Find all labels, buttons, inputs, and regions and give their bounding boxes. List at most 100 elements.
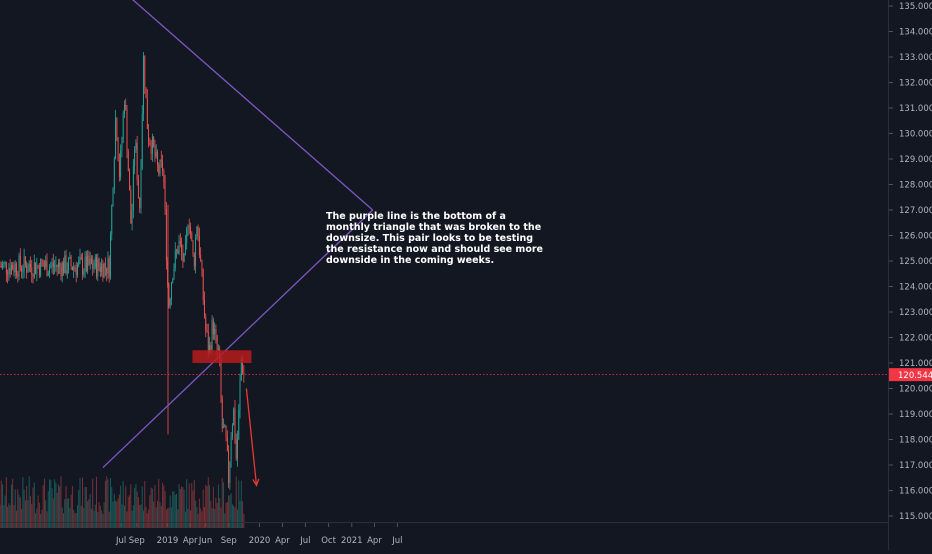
volume-bar [82,477,83,528]
volume-bar [214,509,215,528]
volume-bar [88,499,89,528]
annotation-note-box[interactable]: The purple line is the bottom of a month… [326,211,546,271]
candle-body [48,273,49,276]
volume-bar [186,479,187,528]
candle-body [236,440,237,459]
candle-body [109,258,110,277]
candle-body [133,166,134,210]
candle-body [31,267,32,275]
volume-bar [85,487,86,528]
time-tick-label: Sep [129,536,145,546]
candle-body [196,227,197,239]
candle-body [91,259,92,264]
volume-bar [156,507,157,528]
candle-body [64,256,65,273]
candle-body [100,267,101,272]
candle-body [68,259,69,271]
volume-bar [106,476,107,528]
candle-body [83,271,84,274]
price-tick-label: 135.000 [899,2,932,12]
candle-body [30,264,31,267]
candle-body [137,143,138,180]
volume-bar [105,481,106,528]
volume-bar [5,495,6,528]
volume-bar [170,495,171,528]
time-tick-label: Jul [391,536,402,546]
volume-bar [139,505,140,528]
candle-body [5,262,6,263]
volume-bar [210,501,211,528]
volume-bar [129,495,130,528]
candle-body [232,425,233,436]
volume-bar [217,503,218,528]
resistance-zone[interactable] [192,350,251,363]
candle-body [217,336,218,349]
volume-bar [74,513,75,528]
candle-body [2,264,3,267]
candle-body [49,267,50,273]
volume-bar [158,479,159,528]
candle-body [243,373,244,374]
volume-bar [212,508,213,528]
volume-bar [50,480,51,528]
time-tick-label: Apr [183,536,198,546]
candle-body [94,267,95,269]
volume-bar [181,487,182,528]
candle-body [124,105,125,115]
price-tick-label: 119.000 [899,410,932,420]
candle-body [207,330,208,332]
volume-bar [177,509,178,528]
candle-body [132,210,133,224]
candle-body [95,257,96,267]
candle-body [188,226,189,229]
candle-body [44,267,45,268]
triangle-upper-line[interactable] [131,0,373,210]
volume-bar [80,478,81,528]
volume-bar [11,485,12,528]
volume-bar [130,484,131,528]
candle-body [179,241,180,254]
volume-bar [66,486,67,528]
volume-bar [92,479,93,528]
price-axis[interactable]: 115.000116.000117.000118.000119.000120.0… [889,2,932,522]
downside-arrow[interactable] [246,389,256,486]
candle-body [73,267,74,270]
candle-body [55,265,56,266]
candle-body [215,329,216,336]
candle-body [14,270,15,273]
candle-body [21,268,22,272]
volume-bar [123,481,124,528]
price-tick-label: 123.000 [899,308,932,318]
candle-body [134,150,135,166]
volume-bar [38,495,39,528]
volume-bar [154,485,155,528]
volume-bar [144,481,145,528]
volume-bar [120,486,121,528]
volume-bar [149,495,150,528]
volume-bar [13,505,14,528]
candle-body [121,139,122,150]
volume-bar [8,503,9,528]
candle-body [181,244,182,252]
candle-body [168,285,169,307]
candle-body [143,55,144,113]
volume-bar [241,481,242,528]
time-tick-label: Sep [221,536,237,546]
candle-body [227,437,228,450]
candle-body [128,151,129,171]
candle-body [152,136,153,153]
candle-body [127,109,128,151]
candle-body [90,259,91,265]
volume-bar [227,502,228,528]
candle-body [189,226,190,227]
candle-body [76,268,77,274]
candle-body [16,264,17,275]
candle-body [7,274,8,275]
candle-body [222,399,223,428]
candle-body [87,256,88,272]
volume-bar [2,484,3,528]
price-tick-label: 115.000 [899,512,932,522]
candle-body [176,250,177,251]
volume-bar [194,480,195,528]
